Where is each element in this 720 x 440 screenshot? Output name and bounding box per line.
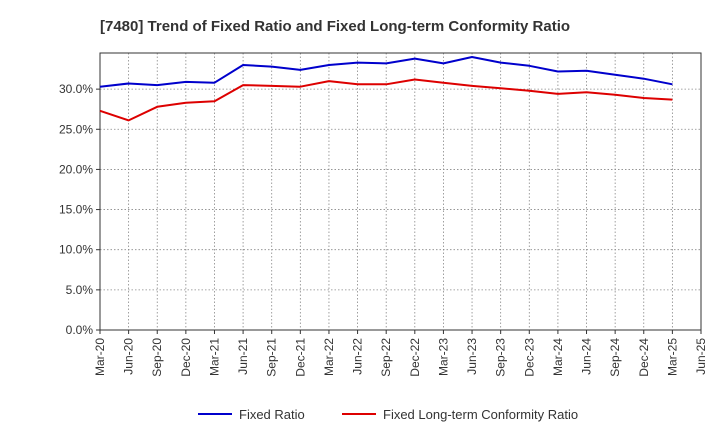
y-tick-label: 5.0% xyxy=(66,283,94,297)
y-tick-label: 30.0% xyxy=(59,82,93,96)
legend: Fixed Ratio Fixed Long-term Conformity Ra… xyxy=(198,407,578,422)
series-line-2 xyxy=(99,78,673,122)
chart-title: [7480] Trend of Fixed Ratio and Fixed Lo… xyxy=(100,18,570,35)
x-tick-label: Mar-24 xyxy=(551,338,565,376)
x-tick-label: Dec-20 xyxy=(179,338,193,377)
x-tick-label: Sep-21 xyxy=(265,338,279,377)
x-tick-label: Jun-22 xyxy=(351,338,365,375)
x-tick-label: Mar-23 xyxy=(436,338,450,376)
y-tick-label: 20.0% xyxy=(59,162,93,176)
x-tick-label: Mar-22 xyxy=(322,338,336,376)
y-axis: 0.0% 5.0% 10.0% 15.0% 20.0% 25.0% 30.0% xyxy=(59,82,100,337)
x-tick-label: Sep-20 xyxy=(150,338,164,377)
x-tick-label: Sep-22 xyxy=(379,338,393,377)
x-tick-label: Dec-24 xyxy=(637,338,651,377)
series-lines xyxy=(99,56,673,122)
x-tick-label: Jun-21 xyxy=(236,338,250,375)
legend-label-1: Fixed Ratio xyxy=(239,407,305,422)
series-line-1 xyxy=(99,56,673,88)
x-tick-label: Jun-20 xyxy=(122,338,136,375)
y-tick-label: 25.0% xyxy=(59,122,93,136)
plot-frame xyxy=(99,52,702,331)
x-tick-label: Mar-25 xyxy=(665,338,679,376)
x-tick-label: Dec-21 xyxy=(293,338,307,377)
y-tick-label: 10.0% xyxy=(59,243,93,257)
x-tick-label: Mar-21 xyxy=(207,338,221,376)
y-tick-label: 15.0% xyxy=(59,203,93,217)
x-tick-label: Dec-22 xyxy=(408,338,422,377)
x-tick-label: Dec-23 xyxy=(522,338,536,377)
x-tick-label: Jun-24 xyxy=(580,338,594,375)
x-tick-label: Jun-23 xyxy=(465,338,479,375)
x-tick-label: Sep-23 xyxy=(494,338,508,377)
x-tick-label: Jun-25 xyxy=(694,338,708,375)
x-tick-label: Mar-20 xyxy=(93,338,107,376)
legend-label-2: Fixed Long-term Conformity Ratio xyxy=(383,407,578,422)
x-axis: Mar-20 Jun-20 Sep-20 Dec-20 Mar-21 Jun-21 Sep-… xyxy=(93,330,708,377)
x-tick-label: Sep-24 xyxy=(608,338,622,377)
y-tick-label: 0.0% xyxy=(66,323,94,337)
